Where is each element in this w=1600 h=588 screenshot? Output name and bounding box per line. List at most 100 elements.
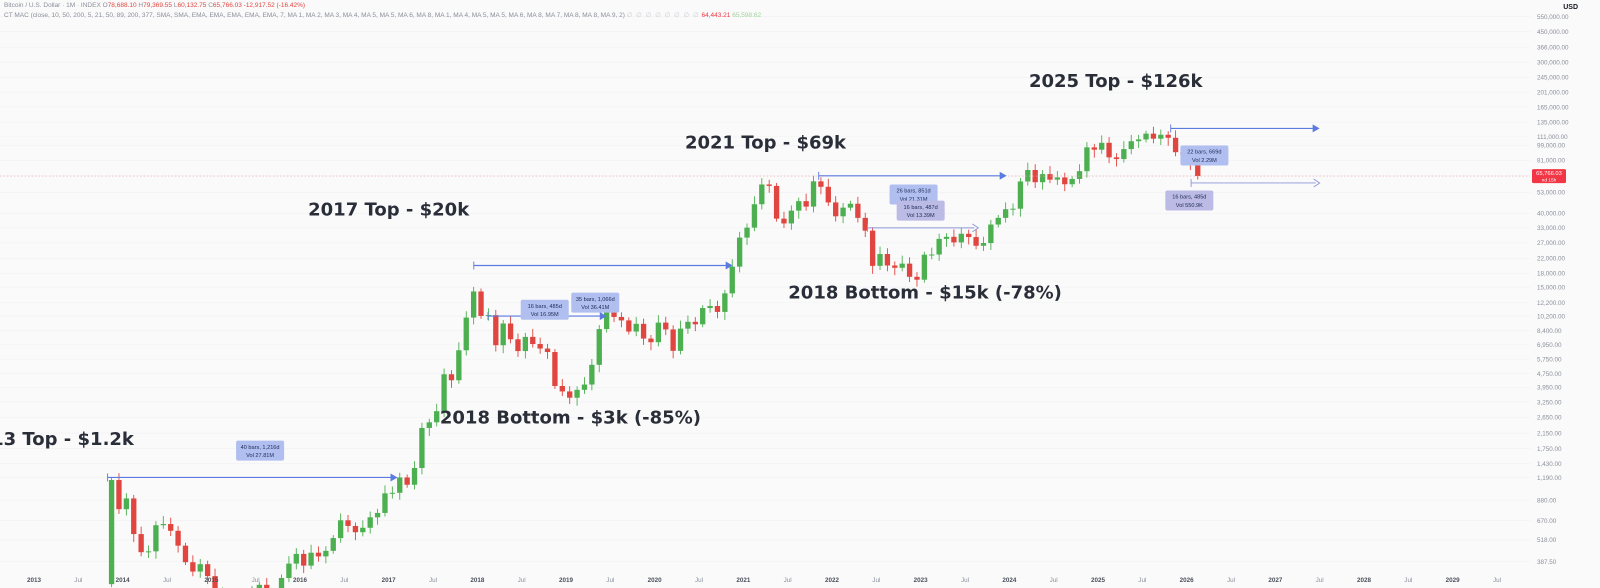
measure-range[interactable]: 35 bars, 1,066d Vol 36.41M [473,261,733,313]
measure-range[interactable]: 16 bars, 485d Vol 16.95M [487,299,607,321]
measure-range[interactable]: 26 bars, 851d Vol 21.31M [818,171,1007,205]
measure-volume-text: Vol 21.31M [900,197,928,203]
candle-body [507,323,514,340]
candle-body [515,339,521,352]
candle-body [308,552,314,566]
candle [123,493,130,516]
candle [1150,126,1157,144]
candle [677,320,684,355]
measure-label-box [236,440,285,461]
candle-body [1002,209,1009,218]
cycle-annotation[interactable]: 2018 Bottom - $15k (-78%) [788,282,1062,303]
candle-body [567,391,573,398]
measure-range[interactable]: 22 bars, 669d Vol 2.29M [1170,124,1320,166]
candle [840,202,846,224]
candle-body [522,336,529,352]
measure-range[interactable]: 16 bars, 485d Vol 550.9K [1165,178,1321,211]
candle [1106,137,1112,164]
candle-body [906,263,913,277]
candle [781,211,787,229]
candle [108,477,115,588]
price-tick-label: 670.00 [1537,518,1557,525]
ohlc-open-label: O [102,2,108,9]
candle-body [175,530,181,546]
candle [190,555,196,577]
candle-body [397,477,403,493]
time-tick-label: Jul [784,577,792,584]
candle-body [1054,177,1061,180]
candle [648,335,654,351]
currency-label[interactable]: USD [1563,4,1578,11]
measure-label-box [1180,145,1229,166]
candle [1165,131,1171,146]
candle [567,386,573,405]
cycle-annotation[interactable]: 2018 Bottom - $3k (-85%) [440,408,701,429]
price-tick-label: 33,000.00 [1537,225,1566,232]
candle-body [190,562,196,572]
time-axis[interactable]: 2013 Jul 2014 Jul 2015 Jul 2016 Jul 2017 Jul 2018 J… [27,577,1501,584]
price-tick-label: 1,430.00 [1537,461,1562,468]
candle [640,318,647,345]
candle-body [899,263,905,268]
candle [515,333,521,357]
price-tick-label: 880.00 [1537,497,1557,504]
candle-body [618,316,625,321]
indicator-legend[interactable]: CT MAC (close, 10, 50, 200, 5, 21, 50, 8… [4,11,761,19]
candle [655,315,662,347]
candle [692,317,698,332]
candle [522,332,529,359]
time-tick-label: 2024 [1002,577,1017,584]
time-tick-label: Jul [163,577,171,584]
candle-body [278,578,285,588]
measure-volume-text: Vol 2.29M [1192,158,1217,164]
candle-body [722,293,728,312]
candle [1032,164,1038,188]
price-tick-label: 18,000.00 [1537,271,1566,278]
candle-body [131,498,137,535]
cycle-annotation[interactable]: 2025 Top - $126k [1029,71,1204,92]
candle-body [330,538,336,551]
price-tick-label: 27,000.00 [1537,240,1566,247]
candle-body [648,338,654,343]
candle-body [1084,147,1090,172]
time-tick-label: 2026 [1180,577,1195,584]
candle [478,288,484,319]
candle-body [138,534,144,553]
measure-label-box [520,299,569,320]
price-tick-label: 201,000.00 [1537,89,1569,96]
price-tick-label: 5,750.00 [1537,356,1562,363]
candle-body [1039,174,1046,183]
measure-label-box [889,184,938,205]
time-tick-label: 2029 [1446,577,1461,584]
candle [958,228,964,249]
cycle-annotation[interactable]: 2021 Top - $69k [685,132,847,153]
candle-body [426,422,432,428]
indicator-value-1: 64,443.21 [701,12,731,19]
time-tick-label: Jul [74,577,82,584]
cycle-annotation[interactable]: 2017 Top - $20k [308,199,470,220]
measure-volume-text: Vol 16.95M [531,312,559,318]
price-tick-label: 2,150.00 [1537,430,1562,437]
measure-range[interactable]: 16 bars, 487d Vol 13.39M [867,200,980,233]
time-tick-label: 2017 [382,577,397,584]
candle-series [0,16,1530,588]
candle [1135,134,1142,149]
candle-body [160,524,166,526]
candle [411,461,418,490]
candle [382,485,388,517]
candle [1069,175,1075,188]
price-tick-label: 111,000.00 [1537,134,1568,141]
candle-body [293,553,299,564]
price-axis[interactable]: 387.50 518.00 670.00 880.00 1,190.00 1,430.00… [1530,0,1600,588]
candle [315,546,322,562]
indicator-name: CT MAC (close, 10, 50, 200, 5, 21, 50, 8… [4,12,625,19]
price-tag-value: 65,766.03 [1536,171,1562,177]
price-tick-label: 550,000.00 [1537,14,1569,21]
cycle-annotation[interactable]: 2013 Top - $1.2k [0,429,135,450]
measure-range[interactable]: 40 bars, 1,216d Vol 27.81M [107,440,398,482]
price-tick-label: 450,000.00 [1537,29,1569,36]
candle-body [692,321,698,325]
candle [833,196,839,222]
time-tick-label: Jul [340,577,348,584]
